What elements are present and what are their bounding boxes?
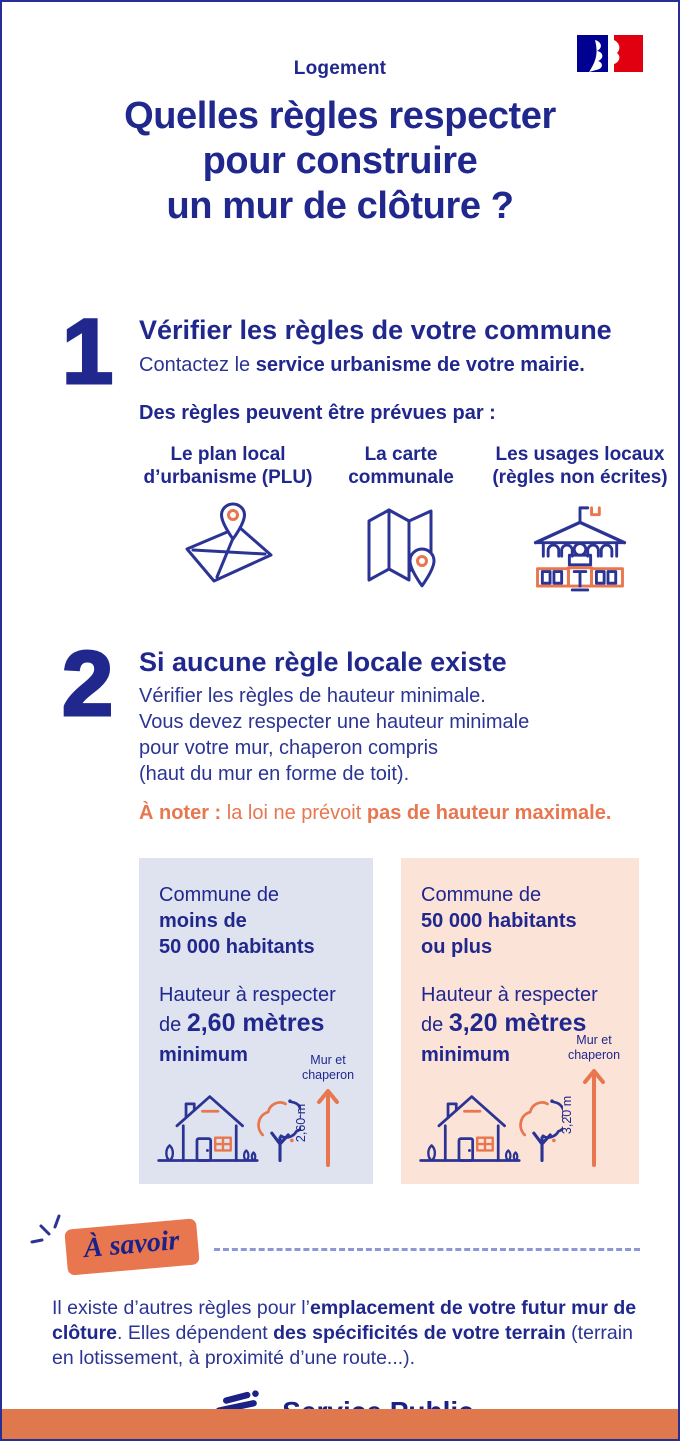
height-value: 2,60 mètres	[186, 1009, 325, 1037]
option-plu-label: Le plan local d’urbanisme (PLU)	[144, 443, 313, 489]
option-carte-line1: La carte	[364, 444, 438, 465]
option-plu-line1: Le plan local	[170, 444, 286, 465]
option-usages-label: Les usages locaux (règles non écrites)	[492, 443, 667, 489]
card-large-intro: Commune de	[421, 884, 542, 906]
know-section: À savoir Il existe d’autres règles pour …	[2, 1214, 678, 1371]
title-line-2: pour construire	[202, 140, 478, 182]
card-large-commune: Commune de 50 000 habitants ou plus Haut…	[401, 858, 639, 1184]
step-1-intro: Des règles peuvent être prévues par :	[139, 402, 496, 424]
note-line: À noter : la loi ne prévoit pas de haute…	[139, 801, 642, 826]
option-carte-line2: communale	[348, 467, 454, 488]
step-2-line2: Vous devez respecter une hauteur minimal…	[139, 711, 530, 733]
step-1-content: Vérifier les règles de votre commune Con…	[139, 315, 675, 593]
arrow-value: 3,20 m	[560, 1095, 574, 1135]
card-large-bold1: 50 000 habitants	[421, 910, 577, 932]
a-savoir-badge: À savoir	[64, 1218, 200, 1276]
know-seg1: Il existe d’autres règles pour l’	[52, 1297, 310, 1319]
card-small-intro: Commune de	[159, 884, 280, 906]
option-plu-line2: d’urbanisme (PLU)	[143, 467, 313, 488]
step-1-number: 1	[61, 301, 115, 403]
option-usages-locaux: Les usages locaux (règles non écrites)	[485, 443, 675, 593]
card-small-bold1: moins de	[159, 910, 247, 932]
card-small-bold2: 50 000 habitants	[159, 936, 315, 958]
height-arrow-icon: 2,60 m	[294, 1088, 340, 1168]
sparkle-rays-icon	[30, 1213, 66, 1255]
note-bold: pas de hauteur maximale.	[366, 802, 612, 824]
title-line-1: Quelles règles respecter	[124, 95, 556, 137]
card-large-minimum: minimum	[421, 1044, 510, 1066]
option-usages-line2: (règles non écrites)	[492, 467, 668, 488]
step-2-body: Vérifier les règles de hauteur minimale.…	[139, 683, 642, 787]
height-arrow-icon: 3,20 m	[560, 1068, 606, 1168]
card-small-commune: Commune de moins de 50 000 habitants Hau…	[139, 858, 374, 1184]
step-2-heading: Si aucune règle locale existe	[139, 647, 507, 677]
note-mid: la loi ne prévoit	[221, 802, 367, 824]
bottom-orange-bar	[2, 1409, 678, 1439]
step-2-number: 2	[61, 633, 115, 735]
commune-cards: Commune de moins de 50 000 habitants Hau…	[139, 858, 639, 1184]
step-1-lead: Contactez le service urbanisme de votre …	[139, 353, 675, 378]
height-value: 3,20 mètres	[448, 1009, 587, 1037]
step-1: 1 Vérifier les règles de votre commune C…	[2, 301, 678, 593]
card-large-illustration: Mur et chaperon 3,20 m	[419, 1033, 621, 1168]
know-header: À savoir	[30, 1214, 640, 1276]
card-large-height: Hauteur à respecter de 3,20 mètres minim…	[421, 982, 621, 1068]
page-title: Quelles règles respecter pour construire…	[2, 94, 678, 229]
folded-map-icon	[361, 501, 441, 593]
card-large-bold2: ou plus	[421, 936, 493, 958]
card-small-height-intro: Hauteur à respecter	[159, 984, 336, 1006]
town-hall-icon	[524, 501, 636, 592]
know-seg2: emplacement de votre futur mur de clôtur…	[52, 1297, 637, 1344]
lead-bold: service urbanisme de votre mairie.	[255, 354, 585, 376]
option-carte-communale: La carte communale	[323, 443, 479, 593]
map-pin-icon	[181, 501, 276, 589]
card-large-population: Commune de 50 000 habitants ou plus	[421, 882, 621, 960]
dashed-divider	[213, 1247, 640, 1251]
card-large-height-value: de 3,20 mètres	[421, 1008, 621, 1040]
step-2-line1: Vérifier les règles de hauteur minimale.	[139, 685, 486, 707]
de-label: de	[159, 1014, 187, 1036]
option-plu: Le plan local d’urbanisme (PLU)	[139, 443, 317, 593]
step-1-heading: Vérifier les règles de votre commune	[139, 315, 612, 345]
arrow-caption: Mur et chaperon	[567, 1033, 621, 1062]
de-label: de	[421, 1014, 449, 1036]
card-large-height-intro: Hauteur à respecter	[421, 984, 598, 1006]
height-arrow-block: Mur et chaperon 2,60 m	[294, 1053, 357, 1168]
option-usages-line1: Les usages locaux	[495, 444, 665, 465]
rule-options: Le plan local d’urbanisme (PLU)	[139, 443, 675, 593]
house-and-tree-icon	[155, 1069, 301, 1168]
card-small-height: Hauteur à respecter de 2,60 mètres minim…	[159, 982, 355, 1068]
title-line-3: un mur de clôture ?	[166, 185, 514, 227]
lead-prefix: Contactez le	[139, 354, 256, 376]
card-small-minimum: minimum	[159, 1044, 248, 1066]
know-seg5: (terrain en lotissement, à proximité d’u…	[52, 1322, 633, 1369]
step-2-line3: pour votre mur, chaperon compris	[139, 737, 439, 759]
step-2-content: Si aucune règle locale existe Vérifier l…	[139, 647, 642, 826]
height-arrow-block: Mur et chaperon 3,20 m	[560, 1033, 623, 1168]
option-carte-label: La carte communale	[348, 443, 454, 489]
know-paragraph: Il existe d’autres règles pour l’emplace…	[52, 1296, 638, 1371]
category-label: Logement	[293, 58, 387, 79]
card-small-height-value: de 2,60 mètres	[159, 1008, 355, 1040]
arrow-caption: Mur et chaperon	[301, 1053, 355, 1082]
note-label: À noter :	[139, 802, 222, 824]
house-and-tree-icon	[417, 1069, 564, 1168]
arrow-value: 2,60 m	[294, 1103, 309, 1143]
step-2: 2 Si aucune règle locale existe Vérifier…	[2, 633, 678, 826]
step-2-line4: (haut du mur en forme de toit).	[139, 763, 410, 785]
know-seg4: des spécificités de votre terrain	[273, 1322, 566, 1344]
know-seg3: . Elles dépendent	[117, 1322, 274, 1344]
card-small-population: Commune de moins de 50 000 habitants	[159, 882, 355, 960]
card-small-illustration: Mur et chaperon 2,60 m	[157, 1053, 355, 1168]
french-republic-flag-logo	[576, 34, 646, 74]
